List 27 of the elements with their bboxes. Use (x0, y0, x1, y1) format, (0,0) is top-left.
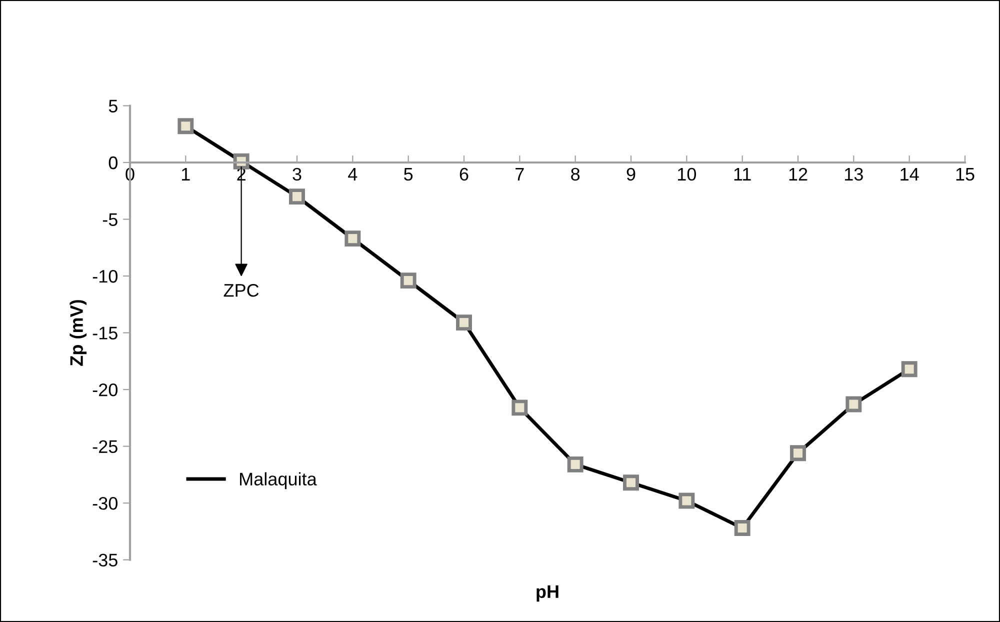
x-tick-label: 5 (404, 168, 413, 181)
x-tick-label: 3 (292, 168, 302, 181)
y-axis-title: Zp (mV) (70, 300, 87, 366)
x-tick-label: 11 (734, 168, 751, 180)
y-tick-label: -35 (92, 554, 118, 567)
y-tick-label: -10 (92, 270, 118, 283)
x-tick-label: 10 (678, 168, 696, 181)
y-tick-label: -5 (102, 213, 118, 226)
y-tick-label: -20 (92, 383, 118, 396)
x-tick-label: 7 (516, 168, 524, 180)
x-tick-label: 9 (626, 168, 636, 181)
y-tick-label: -15 (92, 326, 118, 340)
x-tick-label: 13 (845, 168, 863, 181)
y-tick-label: 0 (108, 156, 118, 170)
x-axis-title: pH (536, 585, 558, 602)
annotation: ZPC (224, 284, 259, 297)
x-tick-label: 4 (348, 168, 358, 180)
x-tick-label: 8 (571, 168, 580, 181)
x-tick-label: 6 (460, 168, 468, 181)
y-tick-label: -25 (92, 440, 118, 454)
x-tick-label: 1 (182, 168, 190, 180)
x-tick-label: 14 (900, 168, 919, 180)
legend-label: Malaquita (240, 472, 317, 490)
x-tick-label: 12 (789, 168, 808, 180)
x-tick-label: 15 (956, 168, 974, 181)
y-tick-label: 5 (108, 100, 118, 112)
y-tick-label: -30 (92, 496, 118, 510)
